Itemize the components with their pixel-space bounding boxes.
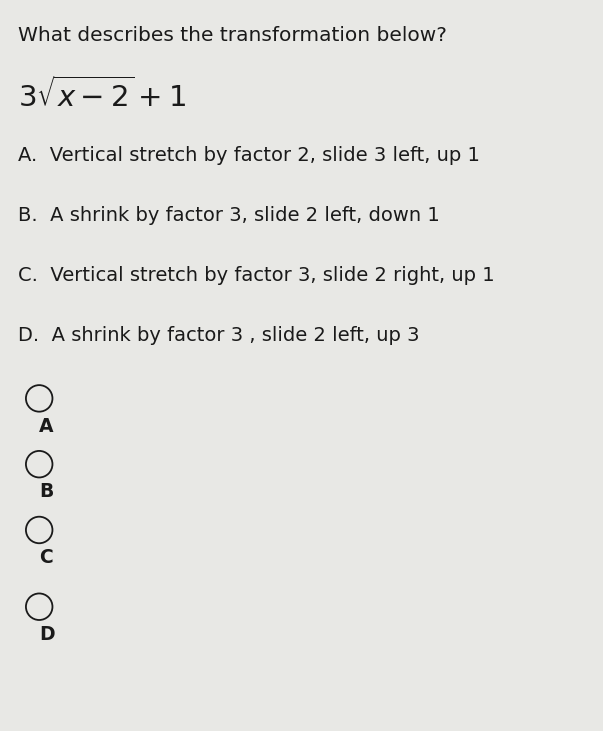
Text: C.  Vertical stretch by factor 3, slide 2 right, up 1: C. Vertical stretch by factor 3, slide 2… xyxy=(18,266,494,285)
Text: A.  Vertical stretch by factor 2, slide 3 left, up 1: A. Vertical stretch by factor 2, slide 3… xyxy=(18,146,480,165)
Text: What describes the transformation below?: What describes the transformation below? xyxy=(18,26,447,45)
Text: $3\sqrt{x-2}+1$: $3\sqrt{x-2}+1$ xyxy=(18,77,186,113)
Text: D: D xyxy=(39,625,55,644)
Text: D.  A shrink by factor 3 , slide 2 left, up 3: D. A shrink by factor 3 , slide 2 left, … xyxy=(18,326,420,345)
Text: A: A xyxy=(39,417,54,436)
Text: B.  A shrink by factor 3, slide 2 left, down 1: B. A shrink by factor 3, slide 2 left, d… xyxy=(18,206,440,225)
Text: C: C xyxy=(39,548,53,567)
Text: B: B xyxy=(39,482,54,501)
